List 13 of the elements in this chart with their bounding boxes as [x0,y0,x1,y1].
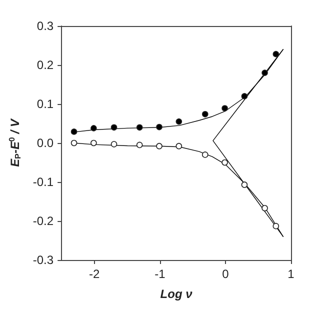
y-axis-title: EP-E0 / V [8,118,22,167]
y-tick-label: -0.3 [32,253,54,267]
y-tick-label: -0.1 [32,175,54,189]
x-axis-title: Log ν [160,287,193,301]
x-tick-label: -1 [154,267,166,281]
x-tick-label: -2 [89,267,100,281]
y-tick-label: -0.2 [32,214,54,228]
y-tick-label: 0.0 [36,136,54,150]
y-tick-label: 0.3 [36,19,54,33]
x-tick-label: 0 [222,267,230,281]
y-tick-label: 0.1 [36,97,54,111]
y-tick-label: 0.2 [36,58,54,72]
x-tick-label: 1 [288,267,295,281]
